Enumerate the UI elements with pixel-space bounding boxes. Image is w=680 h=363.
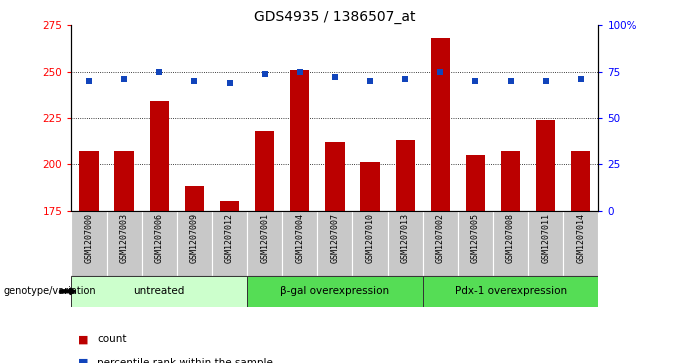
Bar	[290, 70, 309, 363]
Bar	[141, 211, 177, 276]
Title: GDS4935 / 1386507_at: GDS4935 / 1386507_at	[254, 11, 415, 24]
Point	[154, 69, 165, 75]
Bar	[388, 211, 423, 276]
Point	[84, 78, 95, 84]
Text: GSM1207011: GSM1207011	[541, 213, 550, 263]
Text: count: count	[97, 334, 126, 344]
Bar	[220, 201, 239, 363]
Bar	[325, 142, 345, 363]
Bar	[360, 162, 379, 363]
Text: ■: ■	[78, 334, 88, 344]
Bar	[458, 211, 493, 276]
Text: GSM1207012: GSM1207012	[225, 213, 234, 263]
Point	[575, 76, 586, 82]
Point	[294, 69, 305, 75]
Point	[400, 76, 411, 82]
Bar	[571, 151, 590, 363]
Text: GSM1207014: GSM1207014	[577, 213, 585, 263]
Bar	[71, 276, 247, 307]
Bar	[493, 211, 528, 276]
Text: β-gal overexpression: β-gal overexpression	[280, 286, 390, 296]
Text: GSM1207006: GSM1207006	[155, 213, 164, 263]
Text: untreated: untreated	[133, 286, 185, 296]
Point	[435, 69, 446, 75]
Text: GSM1207004: GSM1207004	[295, 213, 304, 263]
Bar	[563, 211, 598, 276]
Bar	[430, 38, 450, 363]
Text: GSM1207008: GSM1207008	[506, 213, 515, 263]
Bar	[114, 151, 134, 363]
Text: GSM1207010: GSM1207010	[366, 213, 375, 263]
Text: Pdx-1 overexpression: Pdx-1 overexpression	[454, 286, 566, 296]
Text: percentile rank within the sample: percentile rank within the sample	[97, 358, 273, 363]
Bar	[501, 151, 520, 363]
Bar	[396, 140, 415, 363]
Point	[224, 80, 235, 86]
Point	[541, 78, 551, 84]
Bar	[212, 211, 247, 276]
Text: GSM1207009: GSM1207009	[190, 213, 199, 263]
Bar	[150, 101, 169, 363]
Text: GSM1207007: GSM1207007	[330, 213, 339, 263]
Text: GSM1207003: GSM1207003	[120, 213, 129, 263]
Bar	[423, 276, 598, 307]
Point	[118, 76, 129, 82]
Bar	[107, 211, 141, 276]
Point	[505, 78, 516, 84]
Text: GSM1207000: GSM1207000	[84, 213, 93, 263]
Point	[329, 74, 340, 80]
Bar	[247, 276, 423, 307]
Bar	[247, 211, 282, 276]
Bar	[318, 211, 352, 276]
Text: GSM1207001: GSM1207001	[260, 213, 269, 263]
Bar	[282, 211, 318, 276]
Text: GSM1207005: GSM1207005	[471, 213, 480, 263]
Bar	[185, 187, 204, 363]
Bar	[71, 211, 107, 276]
Bar	[352, 211, 388, 276]
Text: ■: ■	[78, 358, 88, 363]
Point	[189, 78, 200, 84]
Bar	[177, 211, 212, 276]
Bar	[423, 211, 458, 276]
Bar	[536, 120, 556, 363]
Text: GSM1207002: GSM1207002	[436, 213, 445, 263]
Bar	[466, 155, 485, 363]
Bar	[255, 131, 274, 363]
Bar	[80, 151, 99, 363]
Point	[259, 71, 270, 77]
Text: genotype/variation: genotype/variation	[3, 286, 96, 296]
Point	[470, 78, 481, 84]
Text: GSM1207013: GSM1207013	[401, 213, 409, 263]
Bar	[528, 211, 563, 276]
Point	[364, 78, 375, 84]
